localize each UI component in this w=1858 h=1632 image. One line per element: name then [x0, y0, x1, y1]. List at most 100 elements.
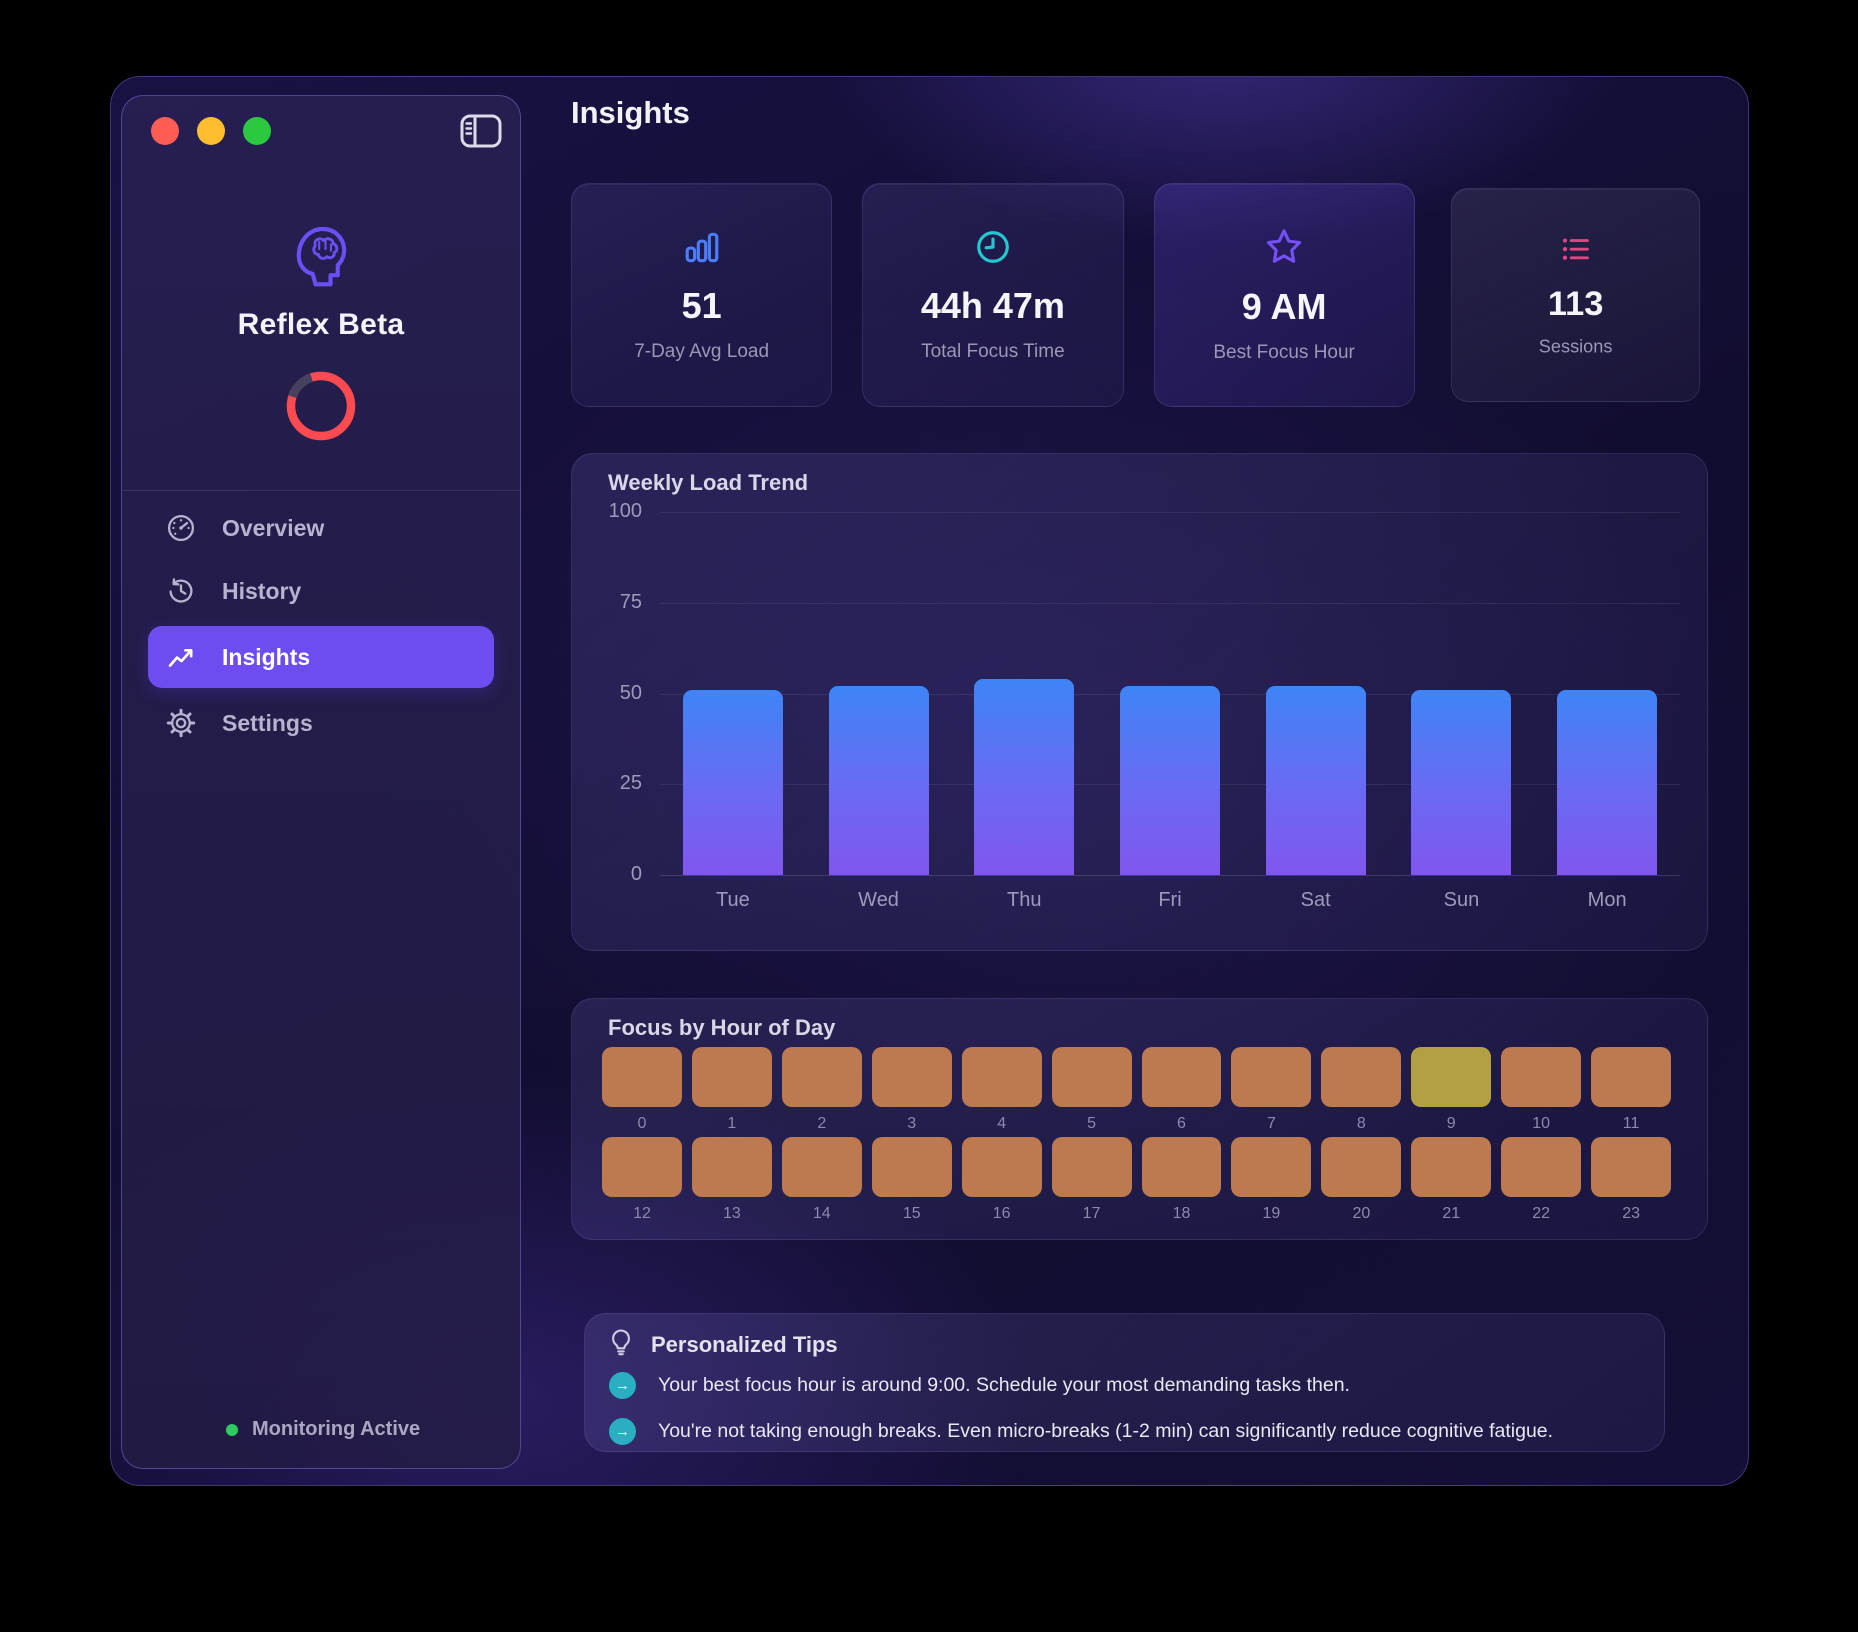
page-title: Insights: [571, 95, 690, 130]
list-icon: [1558, 232, 1592, 269]
sidebar-divider: [122, 490, 520, 491]
arrow-right-circle-icon: →: [609, 1372, 636, 1399]
brain-app-icon: [292, 224, 350, 297]
status-label: Monitoring Active: [252, 1418, 421, 1440]
hour-label: 18: [1172, 1205, 1191, 1222]
stat-card-best-focus-hour: 9 AM Best Focus Hour: [1153, 183, 1415, 407]
hour-cell-6: [1141, 1047, 1222, 1107]
hour-heatmap-row-2: [602, 1137, 1672, 1197]
hour-cell-20: [1321, 1137, 1402, 1197]
hour-label: 20: [1352, 1205, 1371, 1222]
stat-label: Sessions: [1538, 336, 1613, 357]
load-ring-indicator: [284, 369, 358, 448]
hour-label: 0: [637, 1115, 647, 1132]
gridline-75: [660, 602, 1680, 604]
x-tick-label: Thu: [1007, 889, 1042, 911]
stat-label: Total Focus Time: [921, 340, 1065, 362]
sidebar-item-overview[interactable]: Overview: [148, 500, 494, 556]
weekly-load-trend-card: Weekly Load Trend 100 75 50 25 0 Tue Wed Thu Fr…: [571, 453, 1708, 951]
hour-cell-5: [1051, 1047, 1132, 1107]
hour-label: 23: [1622, 1205, 1640, 1222]
hour-cell-0: [602, 1047, 682, 1107]
sidebar: Reflex Beta Overview History Insights Setti…: [121, 95, 521, 1469]
hour-label: 17: [1082, 1205, 1101, 1222]
sidebar-item-label: History: [222, 577, 302, 604]
hour-cell-4: [961, 1047, 1042, 1107]
tips-title: Personalized Tips: [651, 1331, 838, 1357]
sidebar-item-label: Settings: [222, 709, 313, 736]
minimize-button[interactable]: [197, 117, 225, 145]
bar-mon: [1557, 689, 1658, 875]
monitoring-status: Monitoring Active: [226, 1418, 420, 1441]
sidebar-item-label: Insights: [222, 643, 311, 670]
bar-chart-icon: [683, 228, 721, 271]
hour-cell-23: [1591, 1137, 1672, 1197]
stat-value: 113: [1547, 283, 1604, 323]
lightbulb-icon: [609, 1328, 633, 1361]
weekly-chart-title: Weekly Load Trend: [608, 470, 809, 495]
hour-labels-row-1: 0 1 2 3 4 5 6 7 8 9 10 11: [602, 1115, 1671, 1133]
bar-sun: [1411, 689, 1512, 875]
tip-text: You're not taking enough breaks. Even mi…: [658, 1420, 1554, 1442]
hour-label: 11: [1622, 1115, 1640, 1132]
x-tick-label: Fri: [1158, 889, 1182, 911]
hour-label: 4: [997, 1115, 1007, 1132]
hour-cell-18: [1141, 1137, 1222, 1197]
x-tick-label: Sat: [1300, 889, 1331, 911]
star-icon: [1264, 227, 1304, 272]
hour-label: 13: [722, 1205, 741, 1222]
hour-cell-9: [1411, 1047, 1492, 1107]
tip-item: → Your best focus hour is around 9:00. Sc…: [609, 1372, 1350, 1399]
clock-icon: [974, 228, 1012, 271]
hour-label: 1: [727, 1115, 737, 1132]
close-button[interactable]: [151, 117, 179, 145]
hour-label: 22: [1532, 1205, 1551, 1222]
focus-by-hour-card: Focus by Hour of Day 0 1 2 3 4 5 6 7 8 9 10 11 12 13…: [571, 998, 1708, 1240]
hour-label: 14: [812, 1205, 831, 1222]
sidebar-item-settings[interactable]: Settings: [148, 695, 494, 751]
sidebar-toggle-icon: [460, 114, 502, 153]
stat-value: 51: [681, 284, 722, 326]
hour-cell-21: [1411, 1137, 1492, 1197]
app-window: Reflex Beta Overview History Insights Setti…: [110, 76, 1749, 1486]
x-tick-label: Tue: [715, 889, 750, 911]
hour-label: 10: [1532, 1115, 1551, 1132]
arrow-right-circle-icon: →: [609, 1418, 636, 1445]
hourly-chart-title: Focus by Hour of Day: [608, 1015, 836, 1040]
stat-value: 9 AM: [1241, 285, 1327, 327]
sidebar-toggle-button[interactable]: [460, 114, 502, 153]
bar-sat: [1265, 686, 1366, 875]
y-tick-label: 25: [619, 772, 642, 795]
stat-cards-row: 51 7-Day Avg Load 44h 47m Total Focus Time 9…: [571, 183, 1706, 407]
hour-label: 3: [907, 1115, 917, 1132]
gauge-icon: [166, 513, 196, 543]
hour-cell-19: [1231, 1137, 1312, 1197]
y-tick-label: 50: [619, 681, 642, 704]
hour-cell-15: [871, 1137, 952, 1197]
hour-label: 6: [1177, 1115, 1186, 1132]
sidebar-item-insights[interactable]: Insights: [148, 626, 494, 688]
tip-item: → You're not taking enough breaks. Even m…: [609, 1418, 1553, 1445]
sidebar-item-label: Overview: [222, 514, 325, 541]
hour-label: 16: [992, 1205, 1011, 1222]
y-tick-label: 100: [608, 500, 642, 522]
window-controls: [151, 117, 271, 145]
gridline-100: [660, 512, 1680, 513]
hour-cell-1: [691, 1047, 772, 1107]
hour-cell-17: [1051, 1137, 1132, 1197]
hour-cell-2: [781, 1047, 862, 1107]
hour-label: 21: [1442, 1205, 1461, 1222]
sidebar-item-history[interactable]: History: [148, 563, 494, 619]
zoom-button[interactable]: [243, 117, 271, 145]
stat-value: 44h 47m: [920, 284, 1065, 326]
hour-cell-10: [1501, 1047, 1582, 1107]
bar-thu: [974, 678, 1075, 875]
stat-label: Best Focus Hour: [1213, 341, 1355, 363]
history-icon: [166, 576, 196, 606]
hour-cell-3: [871, 1047, 952, 1107]
y-tick-label: 0: [630, 863, 642, 885]
hour-label: 12: [633, 1205, 651, 1222]
weekly-bar-chart: [660, 512, 1680, 876]
line-chart-icon: [166, 642, 196, 672]
